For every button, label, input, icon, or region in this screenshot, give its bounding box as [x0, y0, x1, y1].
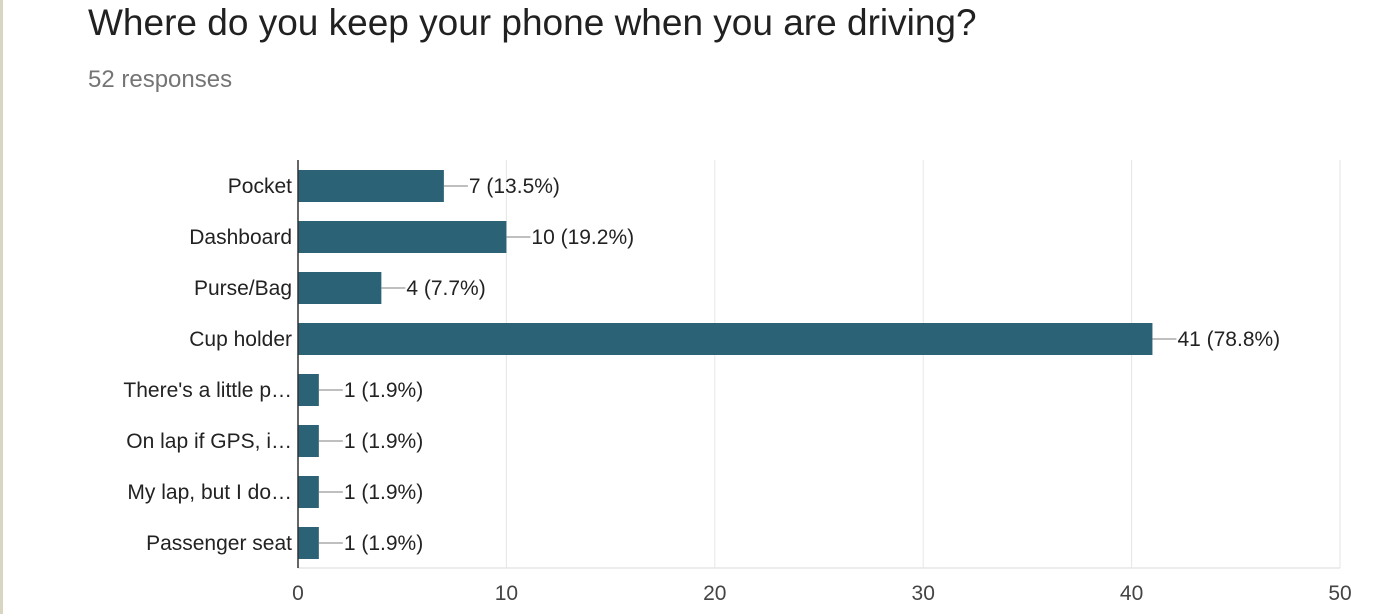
category-label: Cup holder [189, 328, 292, 351]
bar [298, 272, 382, 304]
category-label: Pocket [228, 175, 292, 198]
data-label: 1 (1.9%) [344, 379, 423, 402]
bar [298, 476, 319, 508]
bar [298, 221, 507, 253]
data-label: 1 (1.9%) [344, 481, 423, 504]
category-label: Passenger seat [146, 532, 292, 555]
data-label: 1 (1.9%) [344, 430, 423, 453]
data-label: 41 (78.8%) [1177, 328, 1280, 351]
category-label: On lap if GPS, i… [126, 430, 292, 453]
x-tick-label: 10 [495, 582, 518, 605]
data-label: 1 (1.9%) [344, 532, 423, 555]
x-tick-label: 40 [1120, 582, 1143, 605]
left-border-rule [0, 0, 3, 614]
category-label: There's a little p… [123, 379, 292, 402]
category-label: Purse/Bag [194, 277, 292, 300]
bar [298, 527, 319, 559]
data-label: 10 (19.2%) [531, 226, 634, 249]
bar [298, 323, 1153, 355]
x-tick-label: 0 [292, 582, 304, 605]
bar [298, 425, 319, 457]
data-label: 4 (7.7%) [406, 277, 485, 300]
x-tick-label: 50 [1328, 582, 1351, 605]
bar [298, 374, 319, 406]
response-count: 52 responses [88, 66, 233, 93]
category-label: My lap, but I do… [127, 481, 292, 504]
x-tick-label: 20 [703, 582, 726, 605]
bar [298, 170, 444, 202]
question-title: Where do you keep your phone when you ar… [88, 2, 977, 43]
x-tick-label: 30 [912, 582, 935, 605]
category-label: Dashboard [189, 226, 292, 249]
data-label: 7 (13.5%) [469, 175, 560, 198]
